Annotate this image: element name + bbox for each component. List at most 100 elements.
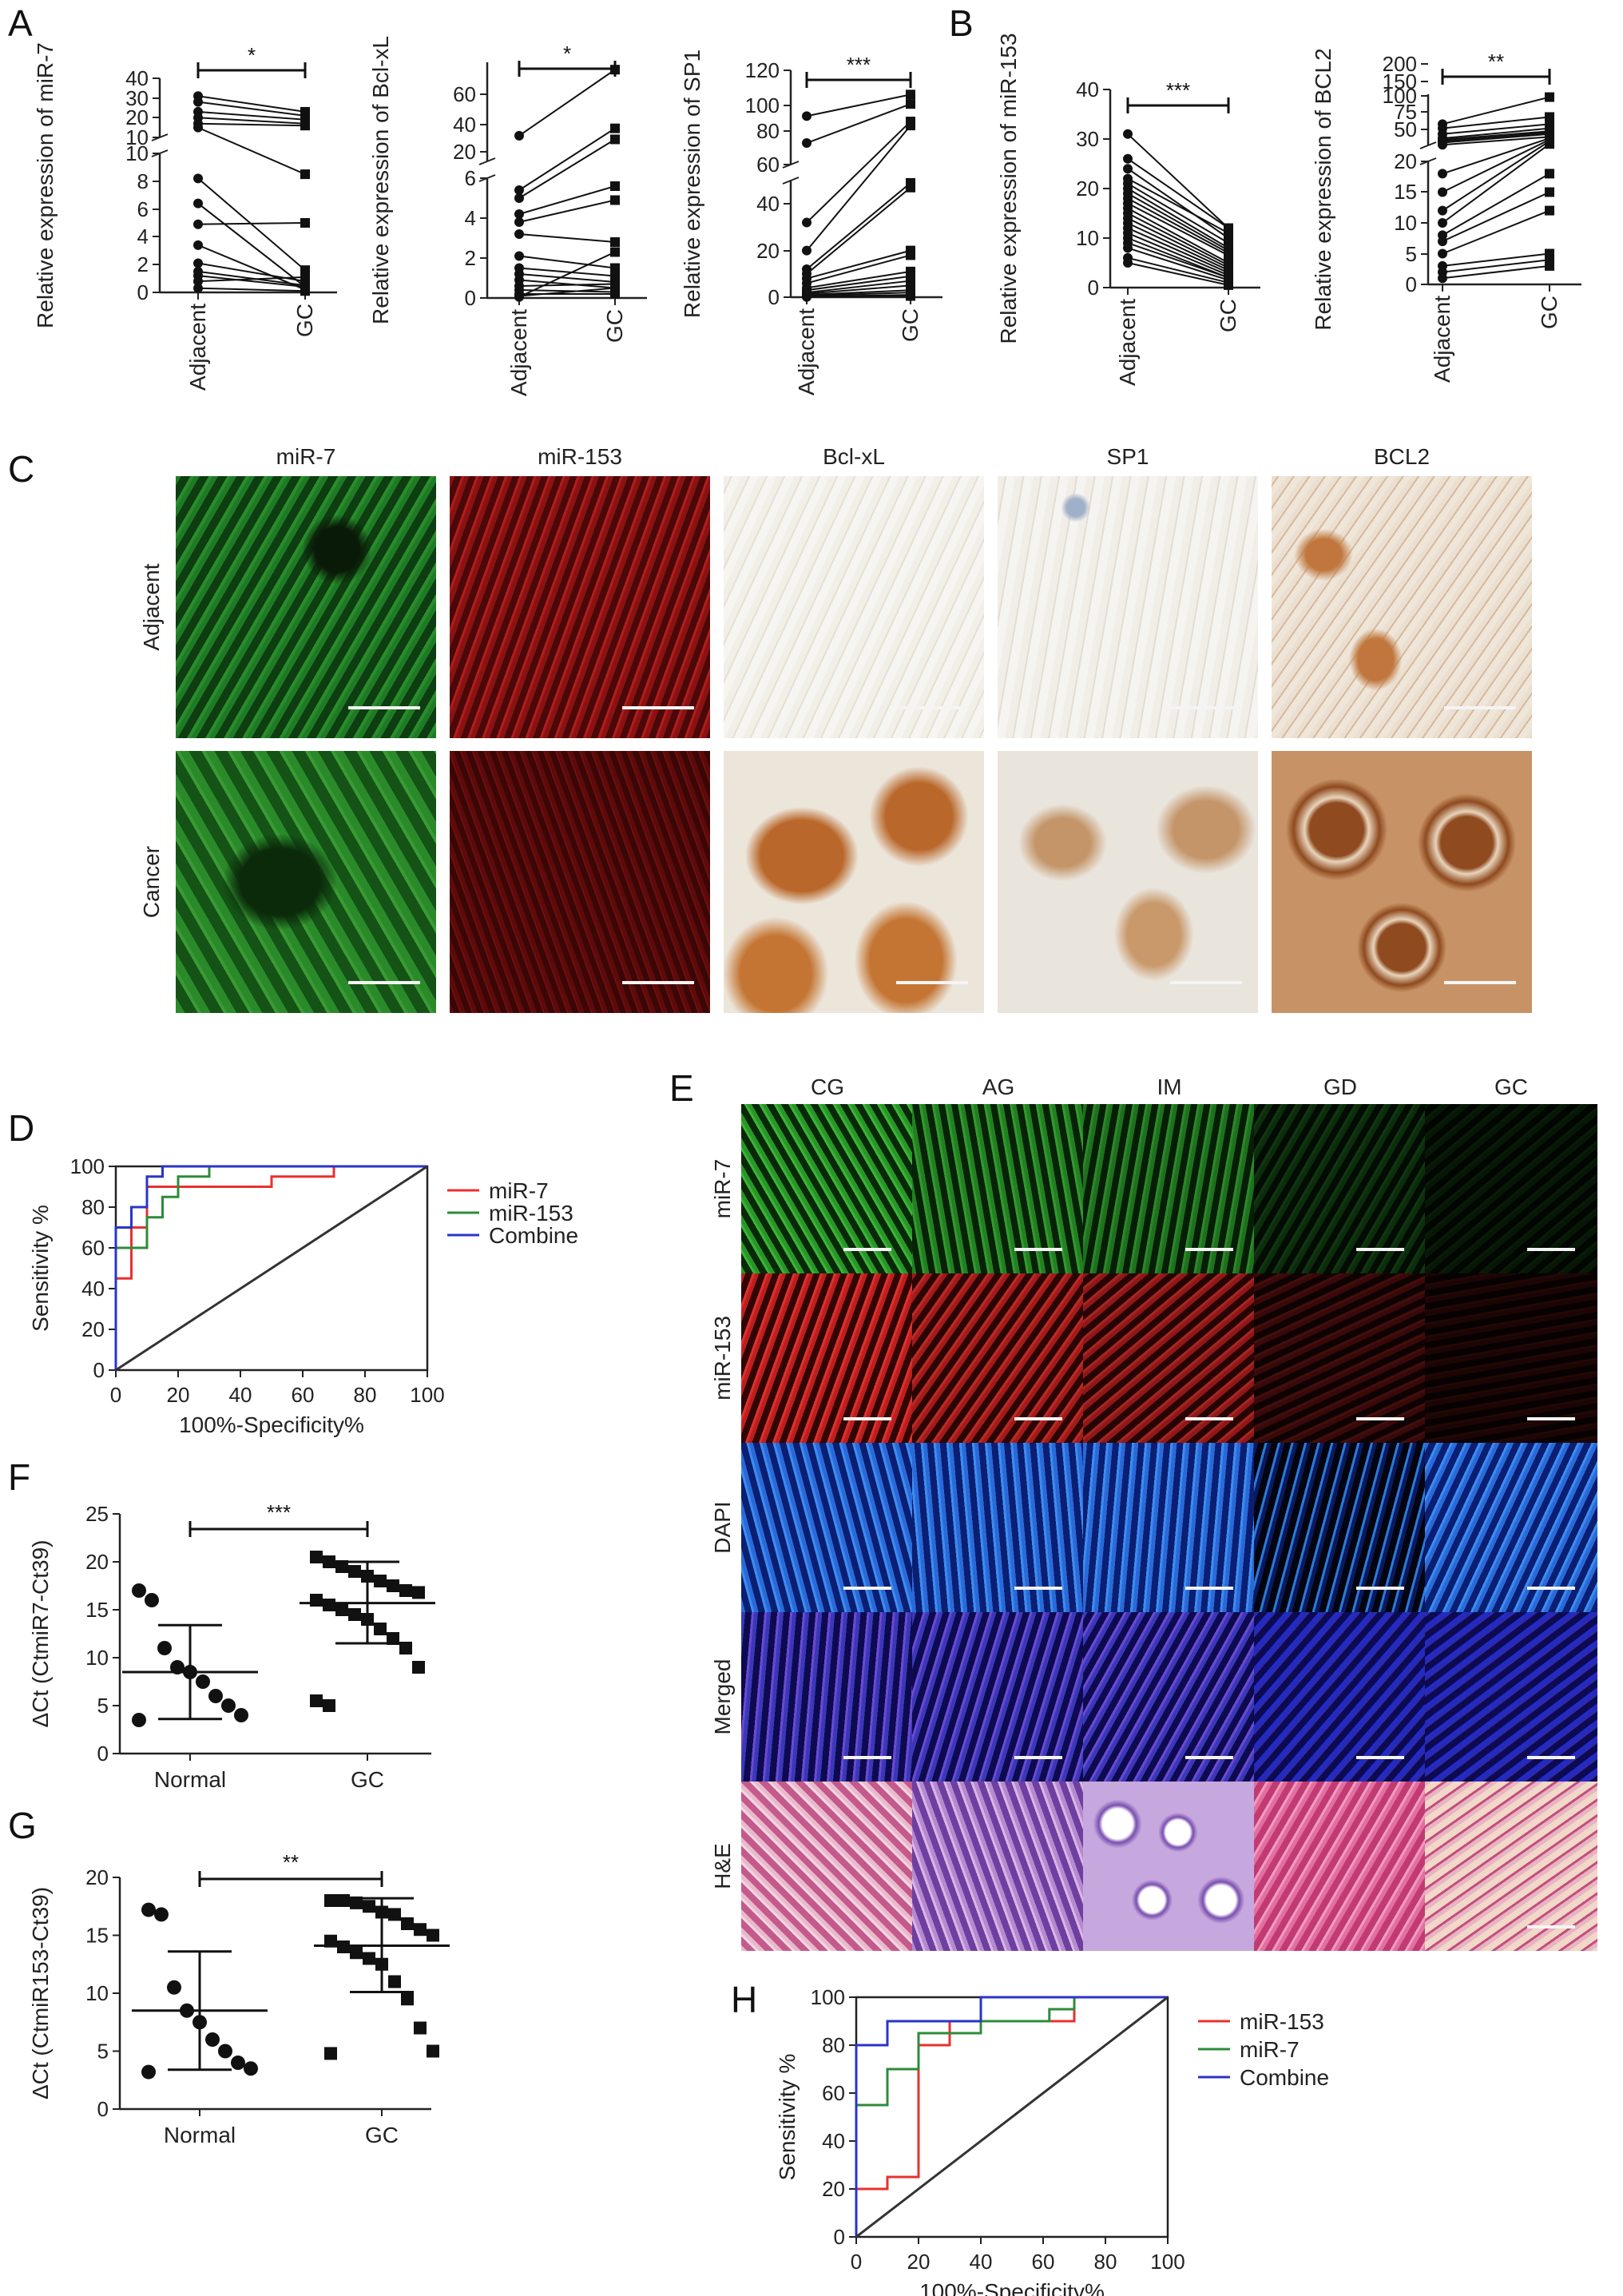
normal-point <box>234 1708 248 1722</box>
y-tick-label: 15 <box>85 1598 109 1622</box>
scale-bar <box>843 1756 891 1759</box>
y-axis-label: Relative expression of miR-153 <box>996 33 1021 344</box>
normal-point <box>231 2056 245 2070</box>
adjacent-point <box>1438 248 1447 259</box>
panel-e-row-label: H&E <box>710 1843 735 1889</box>
x-tick-label: 100 <box>410 1383 444 1407</box>
y-tick-label: 8 <box>137 169 149 193</box>
pair-line <box>518 287 616 297</box>
gc-point <box>401 1917 414 1930</box>
pair-line <box>1442 252 1550 267</box>
y-tick-label: 20 <box>822 2177 845 2201</box>
x-tick-label: 80 <box>1094 2250 1117 2274</box>
y-axis-label: Sensitivity % <box>28 1205 53 1332</box>
pair-line <box>1127 262 1229 286</box>
x-category-label: GC <box>351 1767 384 1792</box>
pair-line <box>518 251 616 298</box>
gc-point <box>374 1623 387 1635</box>
pair-line <box>1127 247 1229 281</box>
panel-c-row-label: Cancer <box>139 845 164 919</box>
x-category-label: GC <box>898 308 923 342</box>
gc-point <box>906 99 915 109</box>
chart-a2-bclxl-pairs: 0 2 4 620 40 60 Adjacent GC Relative expression … <box>368 36 647 396</box>
normal-point <box>183 1665 197 1679</box>
chart-g-delta-ct-mir153: 0 5 10 15 20 ΔCt (CtmiR153-Ct39) Normal GC ** <box>28 1850 450 2147</box>
pair-line <box>518 69 616 137</box>
panel-e-column-title: GC <box>1494 1075 1528 1099</box>
panel-e-column-title: IM <box>1157 1075 1182 1099</box>
pair-line <box>197 275 306 288</box>
scale-bar <box>843 1248 891 1251</box>
y-axis-label: ΔCt (CtmiR153-Ct39) <box>28 1887 53 2099</box>
adjacent-point <box>1123 153 1133 164</box>
pair-line <box>806 103 911 144</box>
panel-e-micrograph <box>741 1104 914 1273</box>
gc-point <box>335 1603 348 1616</box>
pair-line <box>1127 207 1229 264</box>
y-tick-label: 30 <box>125 86 149 110</box>
normal-point <box>196 1674 210 1689</box>
pair-line <box>197 117 306 125</box>
panel-c-micrograph <box>724 751 984 1013</box>
adjacent-point <box>514 251 524 261</box>
y-tick-label: 2 <box>465 246 476 270</box>
y-tick-label: 4 <box>137 224 149 248</box>
adjacent-point <box>193 240 203 250</box>
adjacent-point <box>193 122 203 133</box>
gc-point <box>610 237 620 247</box>
gc-point <box>1224 280 1233 290</box>
roc-curve <box>114 1165 427 1370</box>
y-tick-label: 20 <box>85 1865 109 1889</box>
gc-point <box>1545 260 1554 271</box>
gc-point <box>374 1575 387 1587</box>
pair-line <box>806 121 911 224</box>
panel-e-micrograph <box>912 1612 1085 1782</box>
pair-line <box>1127 213 1229 266</box>
y-tick-label: 200 <box>1383 52 1417 76</box>
roc-curve <box>855 1996 1168 2237</box>
scale-bar <box>1527 1587 1575 1590</box>
gc-point <box>427 2044 439 2058</box>
y-tick-label: 100 <box>70 1154 105 1178</box>
adjacent-point <box>193 97 203 107</box>
normal-point <box>244 2061 258 2076</box>
pair-line <box>1442 130 1550 141</box>
gc-point <box>363 1952 375 1965</box>
pair-line <box>518 267 616 277</box>
gc-point <box>375 1905 388 1919</box>
pair-line <box>518 199 616 223</box>
scale-bar <box>1527 1248 1575 1251</box>
pair-line <box>1127 232 1229 276</box>
pair-line <box>197 101 306 117</box>
significance-label: ** <box>283 1850 299 1874</box>
gc-point <box>323 1699 335 1712</box>
panel-e-micrograph <box>912 1443 1085 1612</box>
adjacent-point <box>802 138 812 149</box>
significance-label: * <box>563 42 571 66</box>
normal-point <box>141 2064 156 2080</box>
gc-point <box>412 1661 425 1674</box>
gc-point <box>300 218 310 228</box>
pair-line <box>197 287 306 292</box>
normal-point <box>180 2003 194 2018</box>
y-tick-label: 20 <box>1394 149 1417 173</box>
gc-point <box>324 1934 337 1948</box>
pair-line <box>1127 222 1229 272</box>
pair-line <box>806 289 911 296</box>
gc-point <box>350 1896 363 1909</box>
normal-point <box>145 1593 159 1607</box>
pair-line <box>1127 193 1229 252</box>
adjacent-point <box>1438 140 1447 150</box>
gc-point <box>324 2047 337 2060</box>
panel-c-column-title: SP1 <box>1106 444 1149 469</box>
adjacent-point <box>193 173 203 184</box>
adjacent-point <box>193 198 203 209</box>
gc-point <box>1545 92 1554 102</box>
pair-line <box>806 275 911 292</box>
pair-line <box>1127 242 1229 279</box>
y-tick-label: 0 <box>137 280 149 304</box>
gc-point <box>399 1584 412 1597</box>
gc-point <box>1545 205 1554 216</box>
